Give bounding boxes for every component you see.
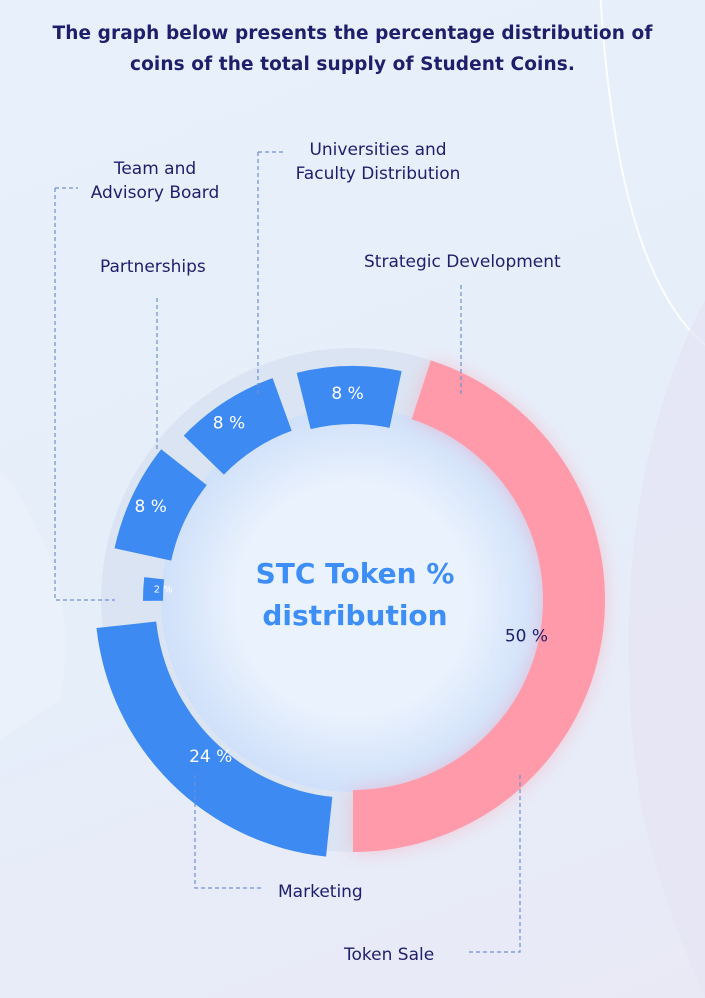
label-marketing: Marketing: [278, 882, 363, 902]
slice-token-sale: [353, 360, 605, 852]
label-universities-line-2: Faculty Distribution: [295, 164, 461, 184]
slice-value-label-3: 8 %: [135, 497, 167, 517]
label-universities: Universities and Faculty Distribution: [268, 138, 488, 186]
slice-team-and-advisory-board: [183, 378, 292, 475]
slice-marketing: [296, 366, 402, 430]
slice-value-label-2: 2 %: [154, 585, 173, 596]
label-team: Team and Advisory Board: [70, 157, 240, 205]
heading-line-1: The graph below presents the percentage …: [52, 23, 653, 44]
slice-value-label-0: 50 %: [505, 627, 548, 647]
center-title-line-1: STC Token %: [255, 557, 455, 590]
heading-line-2: coins of the total supply of Student Coi…: [130, 54, 575, 75]
slice-strategic-development: [96, 621, 333, 857]
label-team-line-1: Team and: [113, 159, 197, 179]
slice-value-label-1: 24 %: [189, 747, 232, 767]
label-partnerships: Partnerships: [100, 257, 206, 277]
leader-line-2: [54, 188, 115, 601]
label-strategic: Strategic Development: [364, 252, 561, 272]
chart-center-title: STC Token % distribution: [215, 553, 495, 637]
label-team-line-2: Advisory Board: [90, 183, 220, 203]
slice-value-label-5: 8 %: [331, 384, 363, 404]
slice-value-label-4: 8 %: [213, 414, 245, 434]
label-universities-line-1: Universities and: [309, 140, 447, 160]
slice-partnerships: [114, 449, 207, 561]
slice-universities-and-faculty-distribution: [143, 577, 165, 601]
label-token-sale: Token Sale: [344, 945, 435, 965]
leader-line-6: [194, 775, 262, 889]
center-title-line-2: distribution: [262, 599, 448, 632]
page-heading: The graph below presents the percentage …: [20, 18, 685, 80]
leader-lines: [54, 151, 521, 953]
leader-line-7: [468, 775, 521, 953]
